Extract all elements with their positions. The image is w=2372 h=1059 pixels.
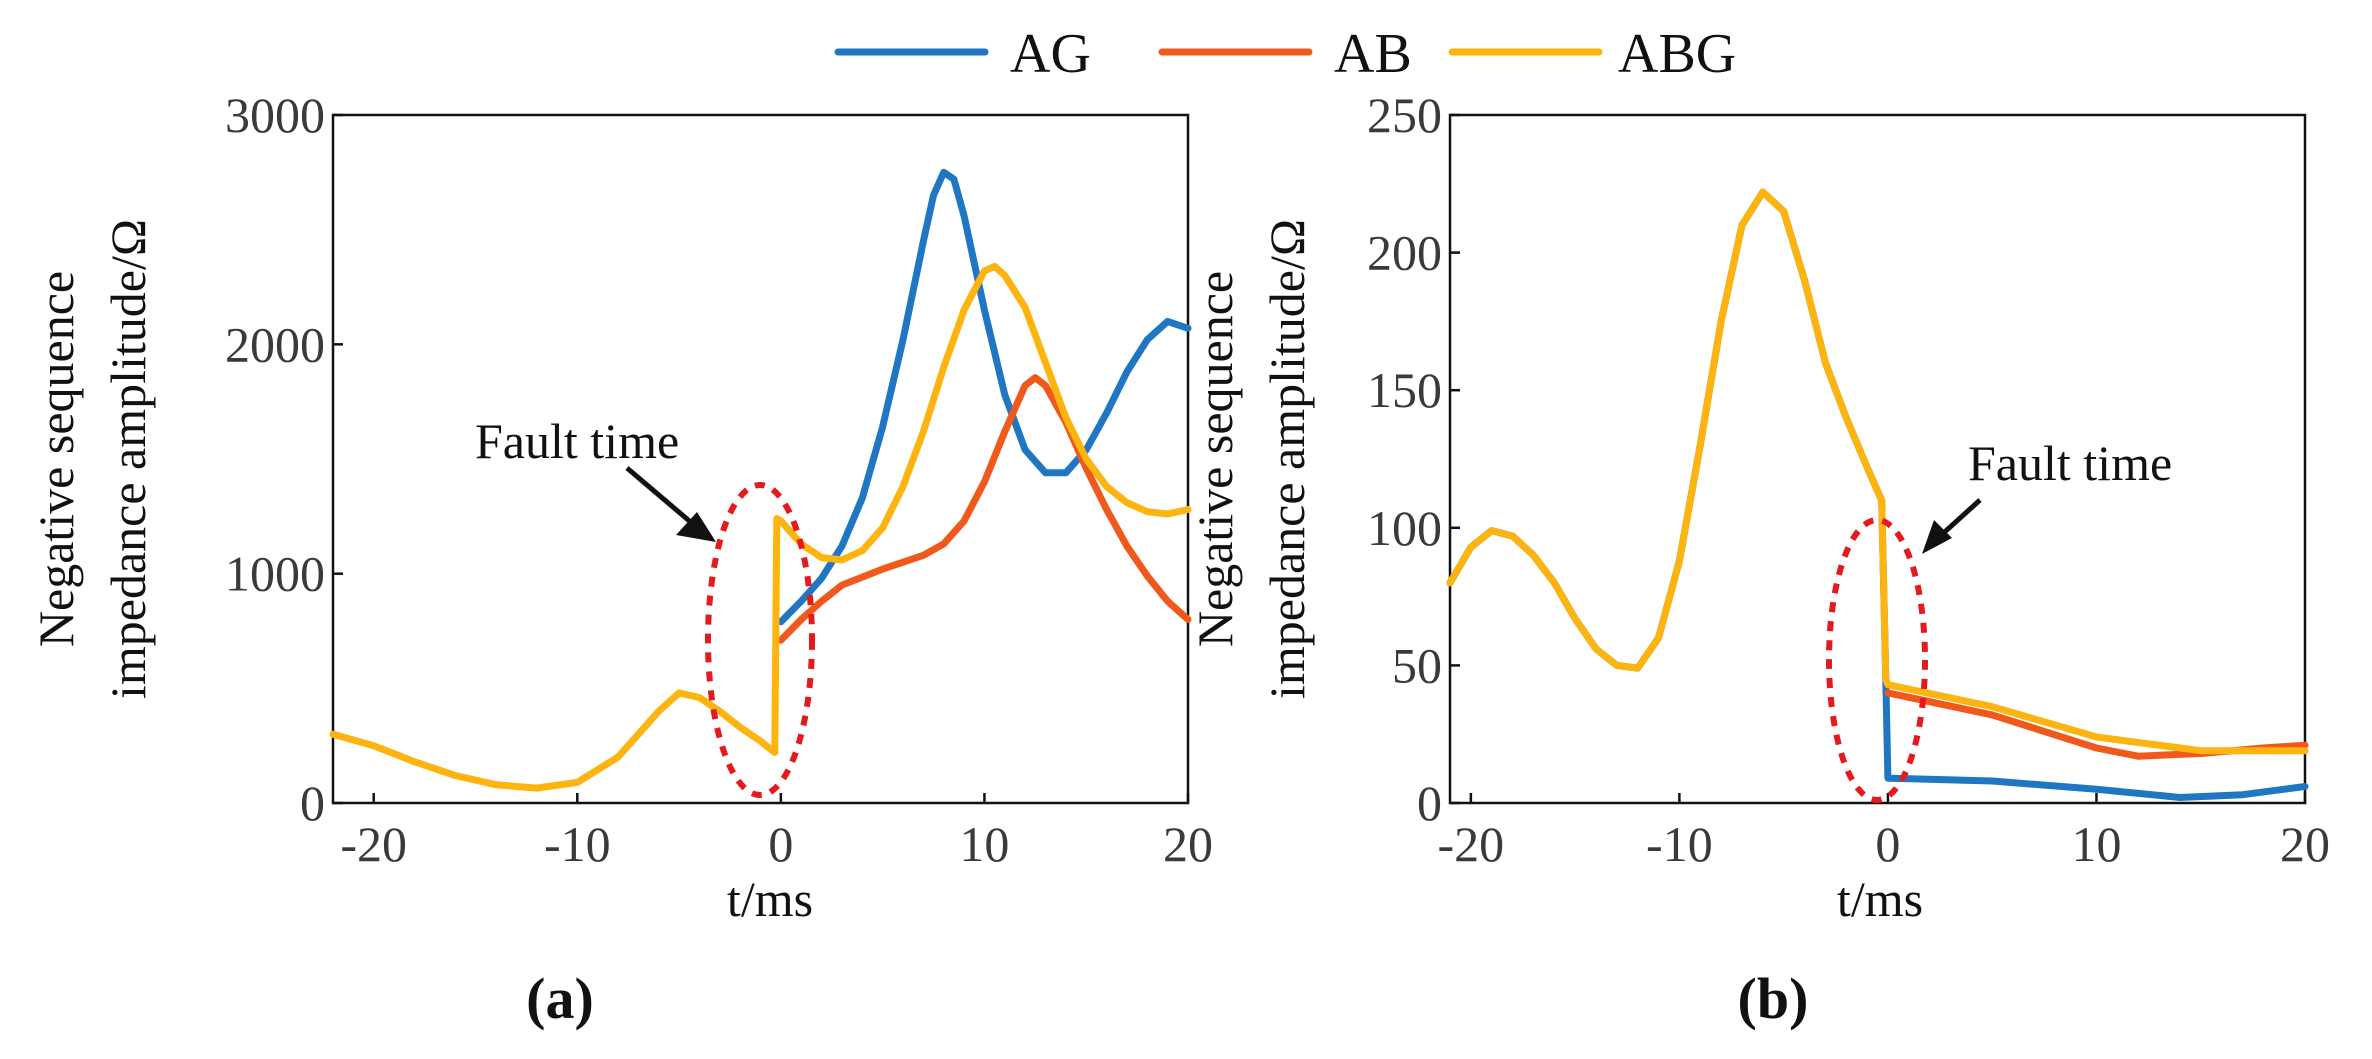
panel-a: -20 -10 0 10 20 0 1000 2000 3000 Fault time Nega…	[28, 87, 1213, 1031]
ytick-label-a-2000: 2000	[225, 316, 325, 372]
fault-arrow-a	[625, 466, 702, 532]
series-ab-a	[777, 374, 1192, 644]
panel-label-b: (b)	[1738, 966, 1809, 1031]
xtick-label-b-20: 20	[2280, 816, 2330, 872]
series-ab-b	[1884, 689, 2309, 760]
ylabel-a-line1: Negative sequence	[28, 271, 84, 647]
series-ag-a	[777, 168, 1192, 626]
xtick-label-b-10: 10	[2071, 816, 2121, 872]
xtick-label-a-10: 10	[959, 816, 1009, 872]
fault-arrowhead-b	[1922, 520, 1952, 554]
ytick-label-b-0: 0	[1417, 775, 1442, 831]
xtick-label-a--20: -20	[340, 816, 407, 872]
xtick-label-b--20: -20	[1438, 816, 1505, 872]
ytick-label-b-250: 250	[1367, 87, 1442, 143]
plot-frame-a	[331, 113, 1190, 805]
fault-ellipse-a	[705, 482, 815, 798]
xtick-label-b-0: 0	[1875, 816, 1900, 872]
fault-arrowhead-a	[676, 512, 716, 542]
legend-label-abg: ABG	[1618, 23, 1736, 85]
ytick-label-a-0: 0	[300, 775, 325, 831]
xlabel-b: t/ms	[1837, 871, 1923, 927]
legend-label-ab: AB	[1334, 23, 1412, 85]
ylabel-a-line2: impedance amplitude/Ω	[100, 219, 156, 699]
ylabel-b-line2: impedance amplitude/Ω	[1259, 219, 1315, 699]
fault-annotation-a: Fault time	[475, 413, 679, 469]
xtick-label-a-20: 20	[1163, 816, 1213, 872]
ytick-label-b-50: 50	[1392, 637, 1442, 693]
ytick-label-a-1000: 1000	[225, 546, 325, 602]
plot-frame-b	[1448, 113, 2307, 805]
ytick-label-b-150: 150	[1367, 362, 1442, 418]
ytick-label-b-200: 200	[1367, 225, 1442, 281]
series-abg-a	[329, 262, 1192, 792]
panel-label-a: (a)	[526, 966, 594, 1031]
xtick-label-a--10: -10	[544, 816, 611, 872]
fault-annotation-b: Fault time	[1968, 435, 2172, 491]
xtick-label-a-0: 0	[768, 816, 793, 872]
legend-label-ag: AG	[1010, 23, 1091, 85]
ylabel-b-line1: Negative sequence	[1187, 271, 1243, 647]
series-abg-b	[1446, 188, 2309, 755]
ytick-label-a-3000: 3000	[225, 87, 325, 143]
fault-ellipse-b	[1826, 517, 1928, 803]
xlabel-a: t/ms	[727, 871, 813, 927]
xtick-label-b--10: -10	[1646, 816, 1713, 872]
legend: AG AB ABG	[834, 23, 1736, 85]
ytick-label-b-100: 100	[1367, 500, 1442, 556]
